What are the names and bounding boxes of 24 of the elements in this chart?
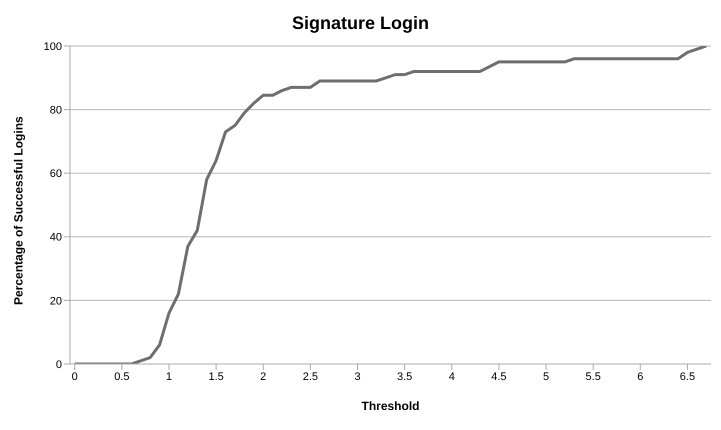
y-axis-title: Percentage of Successful Logins bbox=[11, 116, 26, 305]
x-tick-label: 1 bbox=[166, 370, 172, 383]
x-tick-label: 0.5 bbox=[114, 370, 130, 383]
x-tick-label: 1.5 bbox=[208, 370, 224, 383]
y-tick-label: 60 bbox=[50, 168, 62, 180]
x-tick-label: 2 bbox=[260, 370, 266, 383]
x-axis-title: Threshold bbox=[361, 399, 420, 413]
x-tick-label: 4 bbox=[448, 370, 455, 383]
x-tick-label: 5.5 bbox=[586, 370, 601, 383]
x-tick-label: 0 bbox=[72, 370, 78, 383]
line-series bbox=[73, 46, 708, 364]
x-tick-label: 4.5 bbox=[491, 370, 507, 383]
x-tick-label: 5 bbox=[542, 370, 550, 383]
y-tick-label: 0 bbox=[56, 358, 62, 371]
x-tick-label: 6.5 bbox=[680, 370, 696, 383]
x-tick-label: 3 bbox=[354, 370, 361, 383]
x-tick-label: 6 bbox=[637, 370, 644, 383]
y-tick-label: 100 bbox=[44, 40, 62, 53]
x-tick-label: 3.5 bbox=[396, 370, 412, 383]
x-tick-label: 2.5 bbox=[302, 370, 318, 383]
y-tick-label: 40 bbox=[50, 232, 62, 244]
chart-title: Signature Login bbox=[291, 12, 430, 35]
y-tick-label: 20 bbox=[50, 295, 62, 308]
y-tick-label: 80 bbox=[50, 104, 62, 117]
